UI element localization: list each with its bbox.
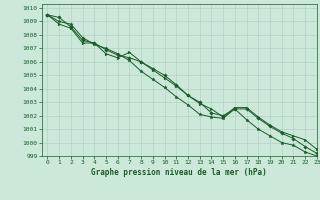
X-axis label: Graphe pression niveau de la mer (hPa): Graphe pression niveau de la mer (hPa)	[91, 168, 267, 177]
